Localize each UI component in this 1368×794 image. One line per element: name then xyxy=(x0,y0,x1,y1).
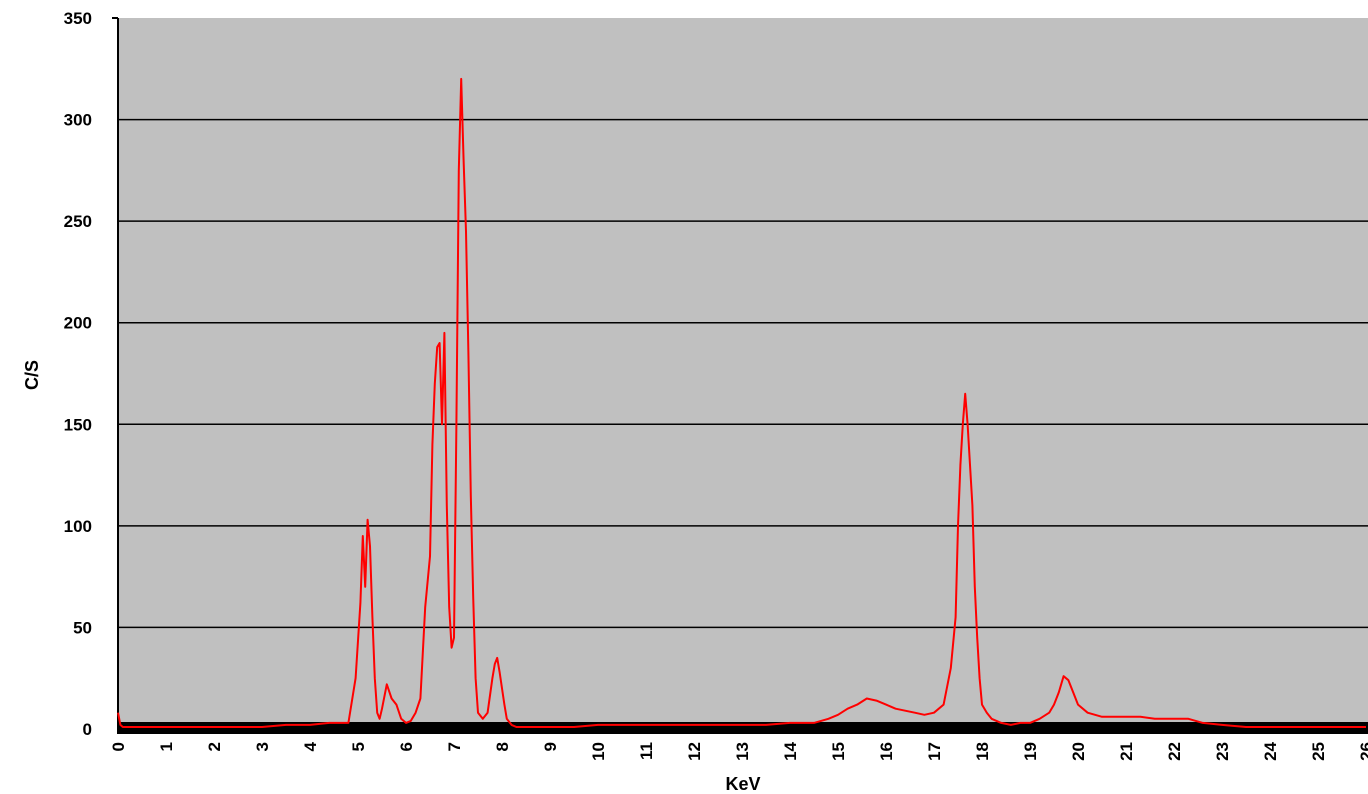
x-tick-label: 25 xyxy=(1309,742,1328,761)
y-tick-label: 150 xyxy=(64,415,92,434)
x-tick-label: 8 xyxy=(493,742,512,751)
x-tick-label: 5 xyxy=(349,742,368,751)
x-tick-label: 19 xyxy=(1021,742,1040,761)
x-tick-label: 16 xyxy=(877,742,896,761)
x-tick-label: 21 xyxy=(1117,742,1136,761)
x-tick-label: 3 xyxy=(253,742,272,751)
x-tick-label: 22 xyxy=(1165,742,1184,761)
gridlines xyxy=(118,118,1368,629)
y-axis-label: C/S xyxy=(22,360,42,390)
y-tick-label: 50 xyxy=(73,618,92,637)
x-tick-label: 9 xyxy=(541,742,560,751)
x-tick-label: 15 xyxy=(829,742,848,761)
x-tick-label: 2 xyxy=(205,742,224,751)
y-tick-label: 200 xyxy=(64,314,92,333)
x-tick-label: 12 xyxy=(685,742,704,761)
x-tick-label: 1 xyxy=(157,742,176,751)
y-tick-label: 300 xyxy=(64,111,92,130)
y-tick-label: 100 xyxy=(64,517,92,536)
x-tick-label: 17 xyxy=(925,742,944,761)
x-tick-label: 4 xyxy=(301,741,320,751)
x-tick-label: 20 xyxy=(1069,742,1088,761)
x-tick-label: 10 xyxy=(589,742,608,761)
x-tick-label: 18 xyxy=(973,742,992,761)
x-axis-label: KeV xyxy=(725,774,760,794)
x-tick-label: 0 xyxy=(109,742,128,751)
x-tick-label: 24 xyxy=(1261,741,1280,760)
x-tick-label: 11 xyxy=(637,742,656,760)
x-tick-label: 14 xyxy=(781,741,800,760)
series-line xyxy=(117,77,1366,728)
x-tick-labels: 0 1 2 3 4 5 6 7 8 9 10 11 12 13 14 15 16 17 18 19 20 21 22 23 24… xyxy=(109,741,1368,760)
y-tick-labels: 0 50 100 150 200 250 300 350 xyxy=(64,9,92,739)
y-tick-label: 0 xyxy=(83,720,92,739)
x-tick-label: 23 xyxy=(1213,742,1232,761)
x-tick-label: 6 xyxy=(397,742,416,751)
baseline-band xyxy=(118,722,1368,734)
x-tick-label: 7 xyxy=(445,742,464,751)
plot-area-background xyxy=(118,18,1368,731)
y-tick-label: 250 xyxy=(64,212,92,231)
x-tick-label: 26 xyxy=(1357,742,1368,761)
y-tick-label: 350 xyxy=(64,9,92,28)
x-tick-label: 13 xyxy=(733,742,752,761)
